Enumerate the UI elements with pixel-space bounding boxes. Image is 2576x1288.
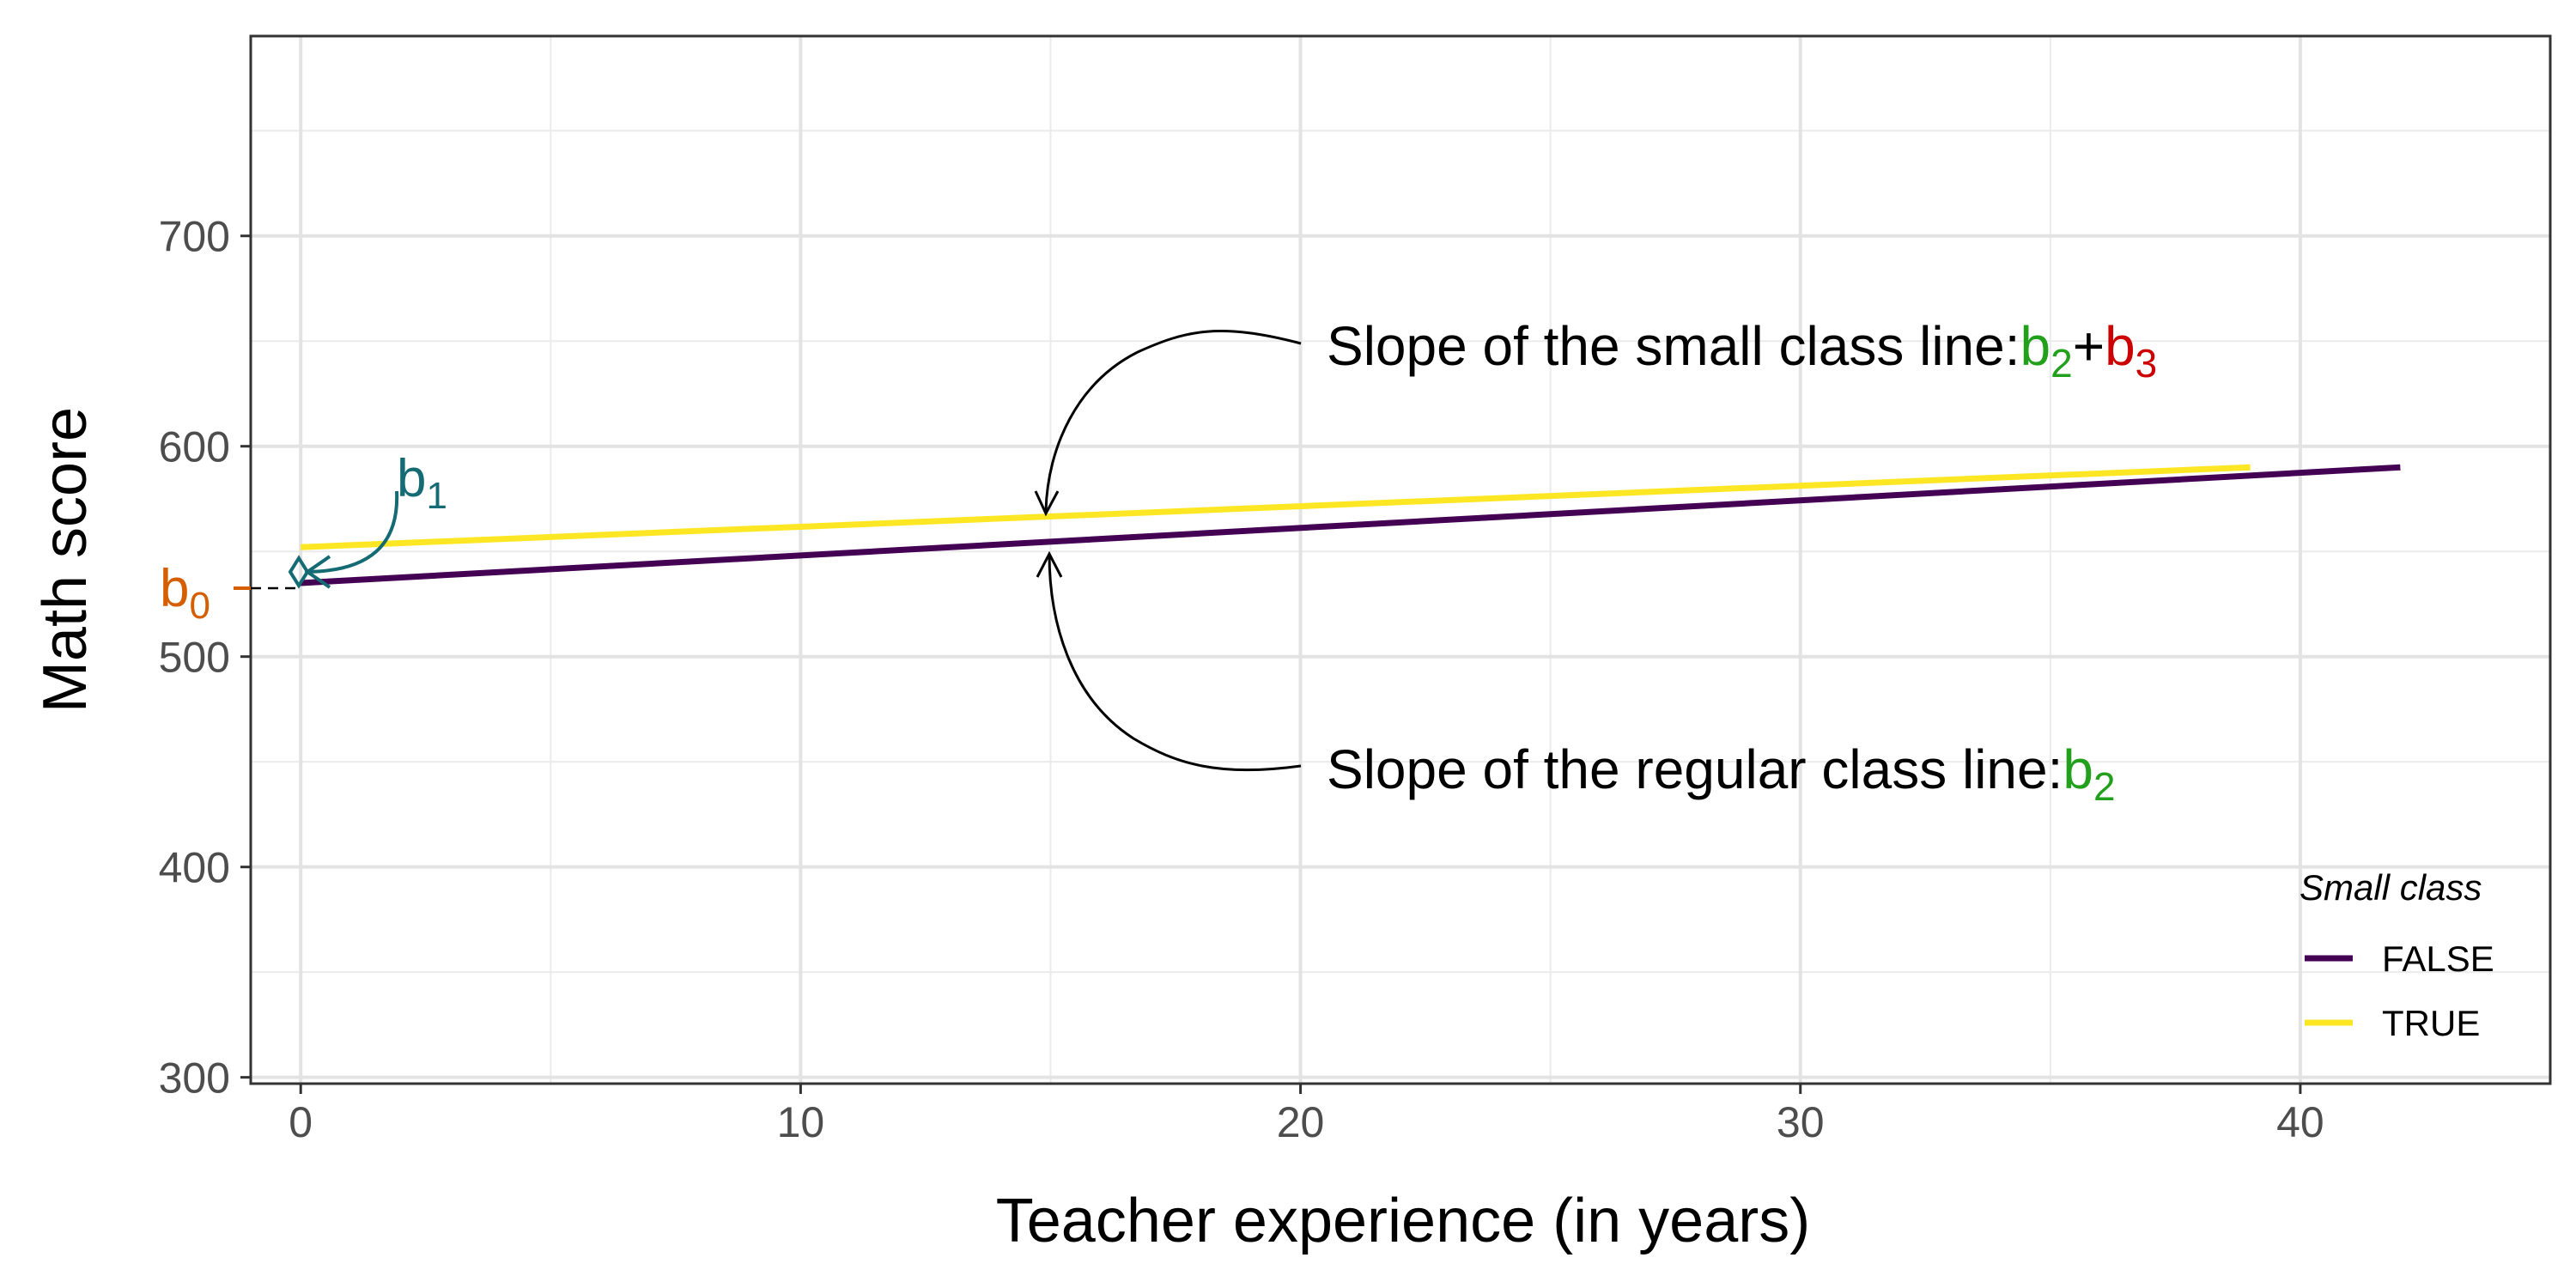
- series-line-false: [301, 464, 2401, 586]
- y-tick-label: 600: [159, 423, 230, 471]
- plot-border: [249, 34, 2552, 1085]
- x-tick-label: 20: [1277, 1098, 1325, 1146]
- y-tick-label: 300: [159, 1054, 230, 1103]
- y-axis-title: Math score: [31, 407, 100, 713]
- b1-diamond: [288, 555, 310, 589]
- x-tick-label: 10: [777, 1098, 825, 1146]
- series-layer: [301, 464, 2401, 586]
- y-tick-label: 500: [159, 634, 230, 682]
- legend-label-true: TRUE: [2382, 1003, 2480, 1043]
- small-slope-arrow: [1044, 330, 1302, 512]
- plot-background: [251, 36, 2550, 1084]
- series-line-true: [301, 464, 2251, 550]
- regular-slope-annotation: Slope of the regular class line:b2: [1327, 738, 2116, 809]
- ticks-layer: 0 10 20 30 40 300 400 500 600 700: [159, 213, 2324, 1146]
- b1-arrowhead: [304, 555, 331, 589]
- y-tick-label: 400: [159, 844, 230, 892]
- grid: [251, 36, 2550, 1084]
- small-slope-annotation: Slope of the small class line:b2+b3: [1327, 315, 2157, 386]
- y-tick-label: 700: [159, 213, 230, 261]
- b0-label: b0: [160, 559, 210, 627]
- legend-title: Small class: [2300, 867, 2482, 908]
- regular-slope-arrowhead: [1036, 550, 1063, 578]
- regular-slope-arrow: [1048, 553, 1302, 772]
- small-slope-arrowhead: [1034, 490, 1060, 517]
- x-tick-label: 40: [2276, 1098, 2324, 1146]
- b1-label: b1: [397, 449, 447, 517]
- b1-arrow: [307, 490, 399, 574]
- x-axis-title: Teacher experience (in years): [996, 1187, 1810, 1255]
- x-tick-label: 30: [1777, 1098, 1825, 1146]
- x-tick-label: 0: [289, 1098, 313, 1146]
- legend-label-false: FALSE: [2382, 939, 2494, 979]
- legend: Small class FALSE TRUE: [2300, 867, 2494, 1043]
